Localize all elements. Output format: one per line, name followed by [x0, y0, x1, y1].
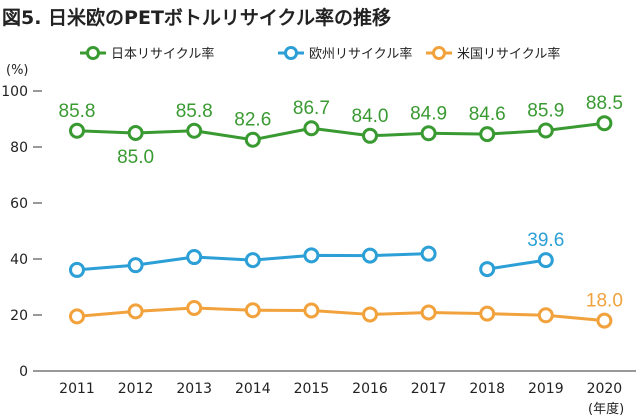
legend-item: 米国リサイクル率 — [426, 46, 560, 62]
data-point — [69, 308, 85, 325]
y-tick-label: 0 — [19, 364, 28, 380]
data-point — [244, 252, 261, 269]
data-point — [420, 245, 437, 262]
legend-label: 日本リサイクル率 — [111, 46, 214, 62]
x-tick-label: 2020 — [587, 381, 623, 397]
y-tick-label: 40 — [10, 252, 28, 268]
data-point — [479, 126, 496, 143]
data-label: 84.6 — [469, 104, 506, 125]
data-label: 85.8 — [176, 101, 213, 122]
data-label: 84.0 — [352, 106, 389, 127]
data-point — [127, 303, 144, 320]
x-tick-label: 2012 — [118, 381, 154, 397]
x-tick-label: 2019 — [528, 381, 564, 397]
data-label: 84.9 — [410, 103, 447, 124]
legend-item: 欧州リサイクル率 — [278, 46, 412, 62]
series: 85.8 85.0 85.8 82.6 86.7 84.0 84.9 84.6 85.9 88.5 — [59, 93, 623, 168]
data-point — [537, 252, 554, 269]
data-label: 39.6 — [527, 230, 564, 251]
data-point — [596, 312, 613, 329]
x-tick-label: 2018 — [469, 381, 505, 397]
legend-label: 米国リサイクル率 — [457, 46, 560, 62]
data-point — [362, 247, 378, 264]
data-label: 85.0 — [117, 147, 154, 168]
series-line — [76, 121, 605, 142]
series-layer: 85.8 85.0 85.8 82.6 86.7 84.0 84.9 84.6 85.9 88.5… — [59, 93, 623, 329]
data-point — [186, 122, 203, 139]
y-axis: 0 20 40 60 80 100 — [1, 84, 42, 380]
data-point — [244, 302, 261, 319]
x-axis: 2011 2012 2013 2014 2015 2016 2017 2018 2019 2020 — [59, 381, 622, 397]
data-point — [537, 307, 554, 324]
y-tick-label: 60 — [10, 196, 28, 212]
y-tick-label: 20 — [10, 308, 28, 324]
data-label: 86.7 — [293, 98, 330, 119]
data-label: 88.5 — [586, 93, 623, 114]
legend: 日本リサイクル率 欧州リサイクル率 米国リサイクル率 — [80, 46, 560, 62]
y-axis-unit: (%) — [6, 63, 29, 78]
y-tick-label: 100 — [1, 84, 28, 100]
data-point — [303, 120, 320, 137]
legend-item: 日本リサイクル率 — [80, 46, 214, 62]
data-point — [69, 122, 85, 139]
x-tick-label: 2013 — [176, 381, 212, 397]
series-line — [76, 306, 605, 323]
data-point — [303, 247, 320, 264]
y-tick-label: 80 — [10, 140, 28, 156]
data-point — [362, 127, 378, 144]
series: 39.6 — [69, 230, 564, 278]
legend-marker-swatch — [86, 46, 100, 60]
data-point — [420, 304, 437, 321]
data-point — [420, 125, 437, 142]
data-point — [186, 300, 203, 316]
series: 18.0 — [69, 291, 623, 329]
data-point — [537, 122, 554, 139]
x-tick-label: 2015 — [294, 381, 330, 397]
data-point — [244, 131, 261, 148]
legend-marker-swatch — [284, 46, 298, 60]
x-tick-label: 2017 — [411, 381, 447, 397]
data-label: 85.8 — [59, 101, 96, 122]
x-axis-unit: (年度) — [588, 401, 624, 417]
data-point — [69, 261, 85, 278]
data-point — [362, 306, 378, 323]
data-label: 85.9 — [527, 100, 564, 121]
data-point — [186, 249, 203, 266]
x-tick-label: 2014 — [235, 381, 271, 397]
x-tick-label: 2016 — [352, 381, 388, 397]
data-label: 82.6 — [234, 110, 271, 131]
data-point — [127, 257, 144, 274]
data-point — [479, 305, 496, 322]
data-point — [479, 261, 496, 278]
data-point — [596, 115, 613, 132]
data-point — [127, 125, 144, 141]
chart-title: 図5. 日米欧のPETボトルリサイクル率の推移 — [2, 6, 391, 29]
data-point — [303, 302, 320, 319]
legend-label: 欧州リサイクル率 — [309, 46, 412, 62]
x-tick-label: 2011 — [59, 381, 95, 397]
legend-marker-swatch — [432, 46, 446, 60]
data-label: 18.0 — [586, 291, 623, 312]
series-line — [486, 258, 547, 271]
